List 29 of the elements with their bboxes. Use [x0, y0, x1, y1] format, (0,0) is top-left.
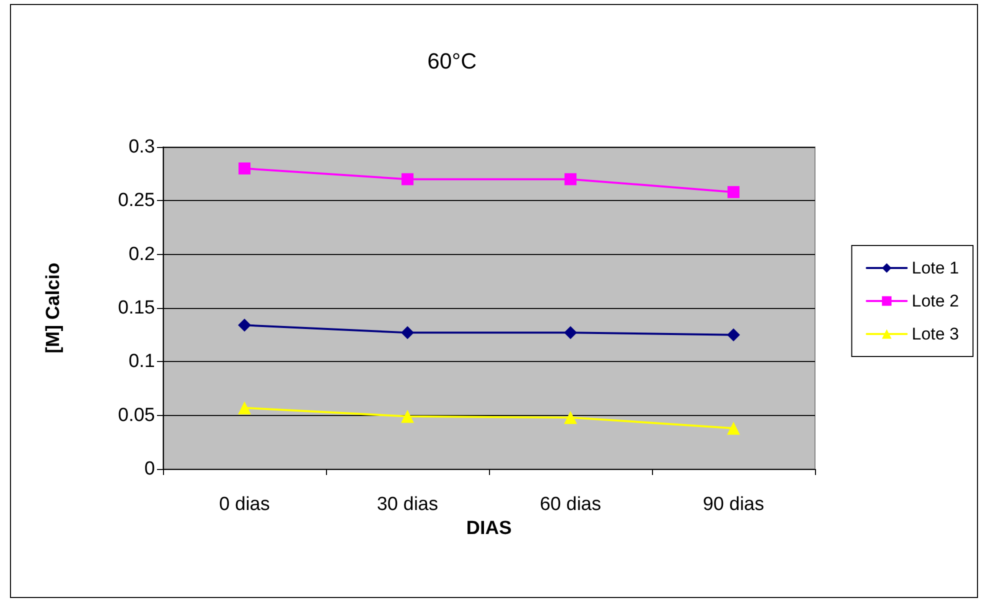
x-axis-title: DIAS	[466, 518, 512, 539]
legend-label: Lote 3	[912, 324, 959, 344]
x-tick-label: 60 dias	[540, 494, 602, 515]
point	[402, 173, 414, 186]
y-tick-label: 0.25	[118, 190, 155, 212]
chart-title: 60°C	[427, 48, 477, 74]
legend-label: Lote 1	[912, 258, 959, 278]
y-tick-label: 0	[144, 458, 155, 480]
y-tick-label: 0.1	[128, 351, 155, 372]
point	[564, 410, 577, 424]
y-tick-label: 0.05	[118, 404, 155, 426]
y-tick-label: 0.2	[128, 244, 155, 265]
point	[401, 326, 414, 340]
y-axis-title: [M] Calcio	[43, 262, 64, 354]
point	[238, 162, 250, 174]
x-tick-label: 0 dias	[219, 494, 270, 515]
point	[728, 186, 740, 198]
legend-label: Lote 2	[912, 292, 959, 310]
point	[401, 410, 414, 423]
y-tick-label: 0.15	[118, 298, 155, 318]
point	[727, 422, 740, 435]
point	[238, 318, 251, 332]
y-tick-label: 0.3	[128, 136, 155, 158]
point	[238, 401, 251, 414]
point	[564, 326, 577, 340]
x-tick-label: 30 dias	[376, 494, 438, 515]
x-tick-label: 90 dias	[702, 494, 764, 515]
point	[564, 173, 576, 186]
point	[727, 328, 740, 342]
